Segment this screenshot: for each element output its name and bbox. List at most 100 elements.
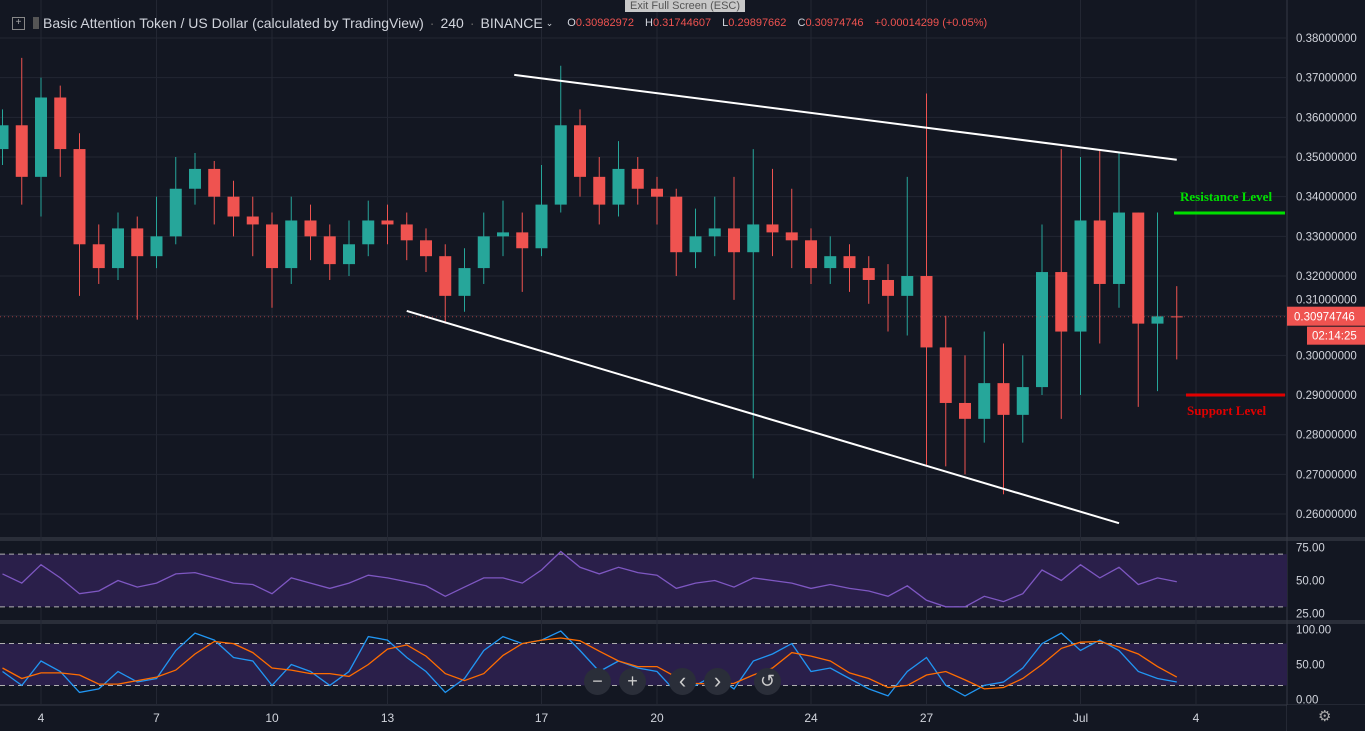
candle — [882, 264, 894, 332]
candle — [535, 164, 548, 257]
candle-body — [901, 276, 914, 296]
symbol-title[interactable]: Basic Attention Token / US Dollar (calcu… — [43, 15, 424, 31]
x-tick-label: 24 — [804, 711, 818, 725]
countdown-tag — [1307, 326, 1365, 345]
price-change: +0.00014299 (+0.05%) — [874, 17, 988, 29]
candle-body — [362, 220, 375, 245]
candle — [150, 196, 163, 269]
candle-body — [208, 168, 221, 197]
candle-body — [824, 256, 837, 269]
high-value: 0.31744607 — [652, 17, 712, 29]
candle-body — [458, 268, 471, 296]
chevron-down-icon[interactable]: ⌄ — [545, 17, 554, 28]
candle-body — [728, 228, 740, 253]
candle-body — [708, 228, 721, 237]
candle-body — [689, 236, 702, 253]
close-label: C — [797, 17, 806, 29]
candle — [516, 212, 529, 292]
candle-body — [959, 402, 971, 419]
candle-body — [882, 279, 894, 296]
y-tick-label: 0.30000000 — [1296, 350, 1357, 362]
candle — [1055, 149, 1068, 419]
scroll-left-button[interactable]: ‹ — [669, 668, 696, 695]
candle — [574, 109, 586, 197]
rsi-line — [2, 550, 1177, 608]
candle — [593, 157, 606, 225]
candle — [1036, 224, 1048, 396]
zoom-out-button[interactable]: − — [584, 668, 611, 695]
candle — [285, 196, 298, 284]
candle-body — [785, 232, 798, 241]
y-tick-label: 0.35000000 — [1296, 152, 1357, 164]
candle — [728, 176, 740, 300]
candle-body — [843, 256, 856, 269]
candle — [112, 212, 124, 280]
candle-body — [304, 220, 317, 237]
x-tick-label: 4 — [1193, 711, 1200, 725]
exchange-label[interactable]: BINANCE — [480, 15, 543, 31]
candle-body — [15, 125, 28, 177]
candle — [0, 109, 9, 165]
candle — [612, 141, 625, 217]
candle — [458, 248, 471, 312]
candle-body — [1151, 316, 1164, 324]
x-tick-label: 20 — [650, 711, 664, 725]
exit-fullscreen-button[interactable]: Exit Full Screen (ESC) — [625, 0, 746, 12]
scroll-right-button[interactable]: › — [704, 668, 731, 695]
symbol-color-marker — [33, 17, 39, 29]
candle — [420, 228, 432, 273]
candle-body — [939, 347, 952, 403]
candle — [343, 220, 355, 277]
expand-icon[interactable]: + — [12, 16, 25, 30]
candle-body — [670, 196, 683, 253]
candle-body — [35, 97, 47, 177]
candle — [843, 244, 856, 292]
candle — [862, 256, 875, 304]
candle — [1093, 149, 1106, 344]
pane-divider — [0, 620, 1365, 624]
candle — [785, 188, 798, 269]
candle — [1170, 286, 1183, 360]
support-label: Support Level — [1187, 403, 1266, 418]
reset-chart-button[interactable]: ↺ — [754, 668, 781, 695]
candle-body — [1132, 212, 1145, 324]
candle — [208, 160, 221, 225]
trendline — [514, 73, 1177, 161]
zoom-in-button[interactable]: + — [619, 668, 646, 695]
y-tick-label: 0.26000000 — [1296, 509, 1357, 521]
rsi-y-tick: 75.00 — [1296, 543, 1325, 555]
last-price-value: 0.30974746 — [1294, 312, 1355, 324]
candle — [554, 65, 567, 213]
candle-body — [862, 268, 875, 280]
candle — [978, 331, 991, 443]
resistance-label: Resistance Level — [1180, 189, 1272, 204]
candle — [227, 180, 240, 237]
candle-body — [169, 188, 182, 237]
y-tick-label: 0.31000000 — [1296, 295, 1357, 307]
candle — [1113, 153, 1125, 308]
candle — [959, 355, 971, 475]
settings-gear-icon[interactable]: ⚙ — [1318, 708, 1332, 725]
candle — [73, 133, 86, 296]
candle — [497, 200, 509, 257]
open-value: 0.30982972 — [575, 17, 634, 29]
candle-body — [92, 244, 105, 269]
interval-label[interactable]: 240 — [440, 15, 464, 31]
candle-body — [439, 256, 452, 296]
candle-body — [747, 224, 760, 253]
candle-body — [246, 216, 259, 225]
y-tick-label: 0.29000000 — [1296, 390, 1357, 402]
candle — [708, 196, 721, 257]
candle — [1151, 212, 1164, 392]
candle — [670, 188, 683, 277]
low-label: L — [722, 17, 729, 29]
candle-body — [1036, 272, 1048, 388]
candle-body — [1113, 212, 1125, 284]
y-tick-label: 0.36000000 — [1296, 112, 1357, 124]
x-tick-label: 7 — [153, 711, 160, 725]
candle-body — [1016, 387, 1029, 415]
candle — [1016, 355, 1029, 443]
y-tick-label: 0.38000000 — [1296, 33, 1357, 45]
candle-body — [73, 149, 86, 245]
